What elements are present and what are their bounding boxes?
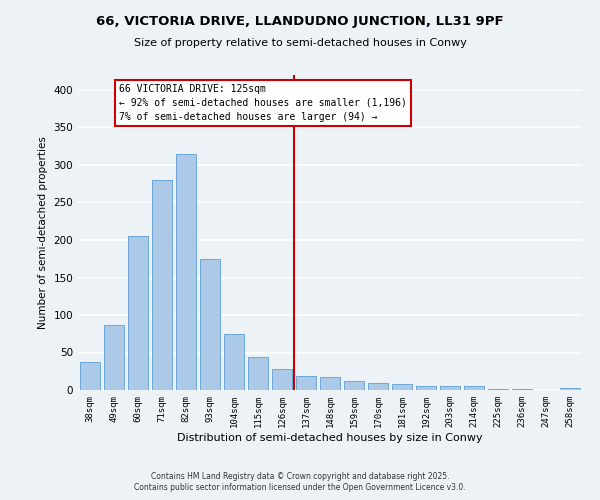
Bar	[344, 381, 364, 390]
Bar	[272, 369, 292, 390]
Bar	[488, 388, 508, 390]
Bar	[512, 389, 532, 390]
Bar	[128, 236, 148, 390]
Bar	[104, 325, 124, 390]
Text: Contains HM Land Registry data © Crown copyright and database right 2025.
Contai: Contains HM Land Registry data © Crown c…	[134, 472, 466, 492]
Bar	[320, 376, 340, 390]
Bar	[176, 154, 196, 390]
Bar	[152, 180, 172, 390]
Bar	[416, 386, 436, 390]
Bar	[80, 362, 100, 390]
Text: 66, VICTORIA DRIVE, LLANDUDNO JUNCTION, LL31 9PF: 66, VICTORIA DRIVE, LLANDUDNO JUNCTION, …	[96, 15, 504, 28]
X-axis label: Distribution of semi-detached houses by size in Conwy: Distribution of semi-detached houses by …	[177, 432, 483, 442]
Text: 66 VICTORIA DRIVE: 125sqm
← 92% of semi-detached houses are smaller (1,196)
7% o: 66 VICTORIA DRIVE: 125sqm ← 92% of semi-…	[119, 84, 407, 122]
Bar	[392, 384, 412, 390]
Bar	[200, 259, 220, 390]
Bar	[224, 334, 244, 390]
Bar	[440, 386, 460, 390]
Text: Size of property relative to semi-detached houses in Conwy: Size of property relative to semi-detach…	[134, 38, 466, 48]
Y-axis label: Number of semi-detached properties: Number of semi-detached properties	[38, 136, 48, 329]
Bar	[464, 386, 484, 390]
Bar	[296, 376, 316, 390]
Bar	[560, 388, 580, 390]
Bar	[248, 357, 268, 390]
Bar	[368, 383, 388, 390]
